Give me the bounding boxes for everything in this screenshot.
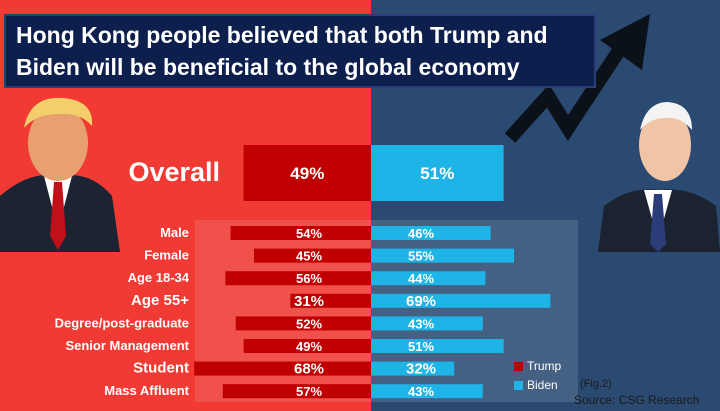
trump-bar-senior-management [243, 339, 371, 353]
trump-value-senior-management: 49% [296, 339, 322, 354]
trump-bar-age-55 [290, 293, 371, 308]
category-label-age-55: Age 55+ [131, 292, 189, 309]
overall-trump-value: 49% [290, 164, 324, 183]
category-rows: Male 54% 46% Female 45% 55% Age 18-34 56% 44% Age… [55, 225, 551, 399]
category-label-degree-post-graduate: Degree/post-graduate [55, 315, 189, 330]
overall-biden-value: 51% [420, 164, 454, 183]
source-note: Source: CSG Research [574, 393, 700, 407]
rising-arrow-icon [504, 14, 650, 143]
trump-value-age-18-34: 56% [296, 271, 322, 286]
biden-bar-senior-management [371, 339, 504, 353]
legend-swatch-trump [514, 361, 523, 371]
category-label-senior-management: Senior Management [65, 338, 189, 353]
overall-biden-bar [371, 145, 504, 201]
title-line-1: Hong Kong people believed that both Trum… [16, 22, 548, 48]
biden-value-female: 55% [408, 249, 434, 264]
legend-item-trump: Trump [514, 359, 561, 373]
category-label-student: Student [133, 360, 189, 377]
overall-trump-bar [243, 145, 371, 201]
biden-value-mass-affluent: 43% [408, 384, 434, 399]
biden-bar-student [371, 361, 455, 376]
category-label-mass-affluent: Mass Affluent [104, 383, 189, 398]
biden-bar-age-18-34 [371, 271, 486, 286]
biden-bar-degree-post-graduate [371, 316, 483, 331]
category-label-age-18-34: Age 18-34 [128, 270, 190, 285]
title-line-2: Biden will be beneficial to the global e… [16, 54, 520, 80]
trump-value-student: 68% [294, 361, 324, 378]
category-label-female: Female [144, 248, 189, 263]
biden-value-age-18-34: 44% [408, 271, 434, 286]
legend-label-biden: Biden [527, 378, 558, 392]
biden-value-age-55: 69% [406, 293, 436, 310]
legend-swatch-biden [514, 380, 523, 390]
biden-bar-age-55 [371, 293, 551, 308]
biden-value-student: 32% [406, 361, 436, 378]
trump-value-male: 54% [296, 226, 322, 241]
overall-label: Overall [128, 157, 220, 187]
figure-label: (Fig.2) [580, 378, 612, 390]
trump-bar-age-18-34 [225, 271, 371, 286]
trump-bar-degree-post-graduate [235, 316, 371, 331]
title-banner: Hong Kong people believed that both Trum… [4, 14, 596, 88]
trump-bar-male [230, 226, 371, 240]
biden-value-degree-post-graduate: 43% [408, 316, 434, 331]
biden-portrait-icon [598, 102, 720, 252]
trump-bar-student [194, 361, 371, 376]
biden-value-senior-management: 51% [408, 339, 434, 354]
trump-value-degree-post-graduate: 52% [296, 316, 322, 331]
trump-value-age-55: 31% [294, 293, 324, 310]
biden-bar-mass-affluent [371, 384, 483, 399]
trump-value-female: 45% [296, 249, 322, 264]
trump-value-mass-affluent: 57% [296, 384, 322, 399]
biden-bar-female [371, 248, 514, 263]
biden-bar-male [371, 226, 491, 240]
legend-item-biden: Biden [514, 378, 558, 392]
biden-value-male: 46% [408, 226, 434, 241]
legend-label-trump: Trump [527, 359, 562, 373]
trump-portrait-icon [0, 97, 120, 252]
trump-bar-female [254, 248, 371, 263]
category-label-male: Male [160, 225, 189, 240]
trump-bar-mass-affluent [222, 384, 371, 399]
overall-row: Overall 49% 51% [128, 145, 504, 201]
